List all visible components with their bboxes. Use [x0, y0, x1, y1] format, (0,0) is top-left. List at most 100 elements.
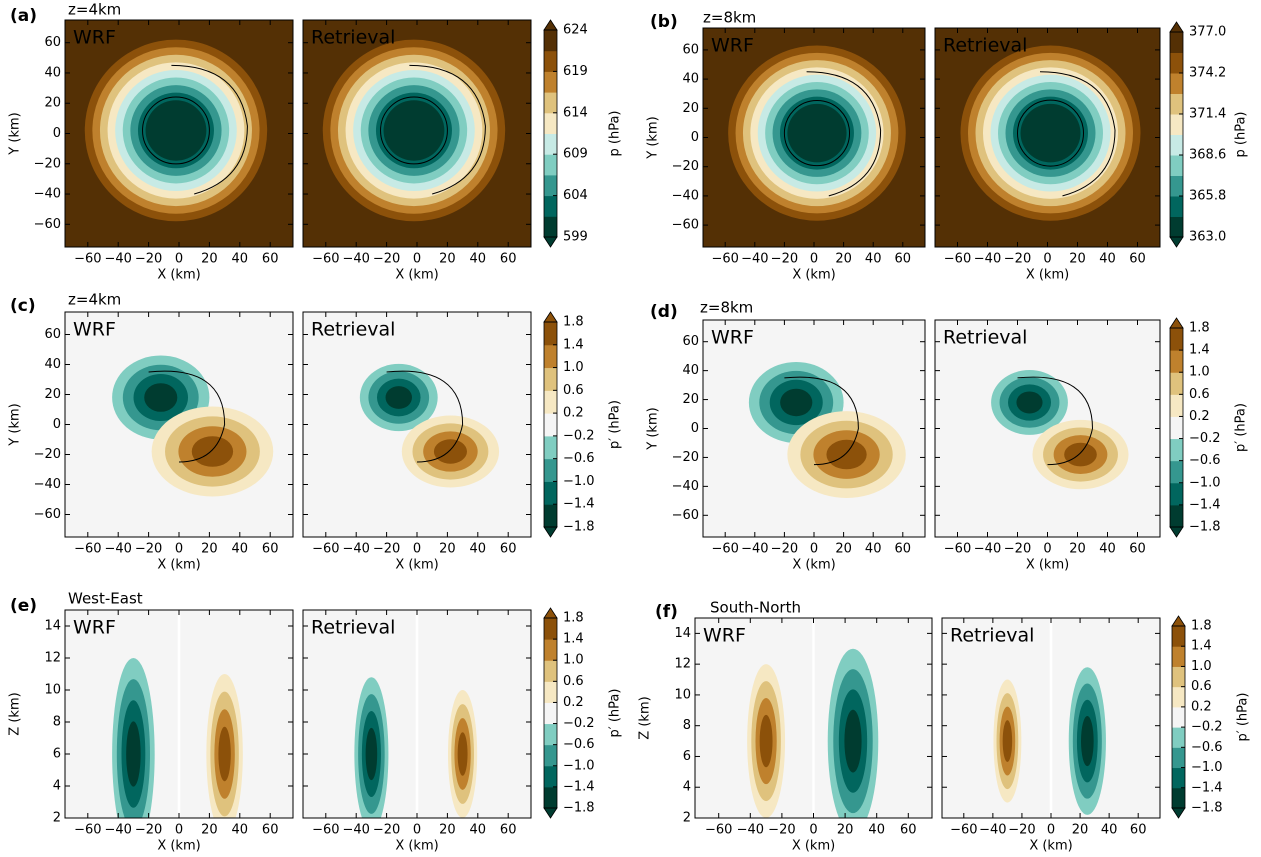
y-axis-label: Y (km): [646, 407, 661, 450]
colorbar-band: [544, 504, 557, 528]
colorbar-tick-label: 0.6: [563, 674, 584, 689]
x-axis-label: X (km): [157, 558, 200, 573]
field: [703, 320, 925, 537]
y-tick-label: 0: [53, 417, 61, 432]
colorbar-tick-label: 1.4: [1191, 639, 1212, 654]
y-tick-label: −20: [672, 450, 699, 465]
x-tick-label: −40: [741, 252, 768, 267]
field: [65, 610, 293, 818]
colorbar-band: [1170, 93, 1183, 115]
x-tick-label: 20: [201, 823, 218, 838]
y-tick-label: −20: [34, 447, 61, 462]
x-tick-label: 60: [500, 823, 517, 838]
colorbar-band: [1170, 32, 1183, 53]
y-axis-label: Y (km): [8, 112, 23, 155]
colorbar-tick-label: 1.8: [1189, 321, 1210, 336]
y-axis-label: Y (km): [646, 116, 661, 159]
colorbar-tick-label: 1.4: [563, 337, 584, 352]
colorbar-tick-label: −1.0: [1191, 760, 1223, 775]
contour-line: [1017, 376, 1094, 466]
colorbar-band: [1170, 196, 1183, 217]
contour-line: [1039, 71, 1116, 197]
field: [935, 28, 1160, 247]
colorbar-tick-label: −0.6: [563, 451, 595, 466]
colorbar-band: [1170, 216, 1183, 238]
y-tick-label: 0: [53, 126, 61, 141]
x-tick-label: −60: [312, 542, 339, 557]
x-tick-label: 20: [837, 823, 854, 838]
colorbar-band: [1172, 646, 1185, 667]
colorbar-band: [544, 112, 557, 134]
x-tick-label: −60: [74, 542, 101, 557]
colorbar-band: [544, 413, 557, 437]
colorbar-tick-label: 1.0: [1189, 365, 1210, 380]
subplot-title: Retrieval: [311, 617, 395, 639]
field: [303, 20, 531, 247]
subplot-title: Retrieval: [943, 327, 1027, 349]
y-tick-label: 40: [44, 65, 61, 80]
colorbar-tick-label: 1.4: [1189, 343, 1210, 358]
y-tick-label: −20: [672, 159, 699, 174]
subplot-title: WRF: [711, 35, 754, 57]
field: [303, 312, 531, 537]
colorbar-label: p′ (hPa): [1236, 693, 1251, 742]
colorbar-label: p′ (hPa): [608, 689, 623, 738]
x-tick-label: −60: [944, 252, 971, 267]
colorbar-tick-label: 609: [563, 147, 588, 162]
field-level: [759, 714, 773, 768]
colorbar-band: [544, 133, 557, 155]
field-level: [457, 732, 468, 776]
x-axis-label: X (km): [395, 839, 438, 854]
colorbar-extend: [1169, 21, 1184, 33]
colorbar-tick-label: −1.0: [563, 758, 595, 773]
subplot-title: WRF: [73, 319, 116, 341]
subplot-title: WRF: [73, 27, 116, 49]
contour-line: [1017, 99, 1084, 167]
field: [935, 320, 1160, 537]
field-level: [191, 436, 234, 467]
field-level: [145, 100, 207, 161]
field-level: [218, 726, 231, 782]
field-level: [787, 103, 847, 163]
x-tick-label: −60: [312, 252, 339, 267]
colorbar-tick-label: 371.4: [1189, 107, 1226, 122]
colorbar-extend: [1169, 317, 1184, 329]
x-tick-label: 40: [232, 252, 249, 267]
panel-label: (d): [650, 302, 678, 322]
field-level: [1064, 442, 1097, 467]
x-tick-label: 0: [1043, 542, 1051, 557]
x-tick-label: 0: [175, 252, 183, 267]
x-tick-label: 40: [1099, 252, 1116, 267]
x-tick-label: 0: [175, 542, 183, 557]
x-tick-label: −40: [104, 823, 131, 838]
y-tick-label: −40: [34, 187, 61, 202]
contour-line: [380, 96, 448, 165]
y-tick-label: 10: [44, 683, 61, 698]
x-axis-label: X (km): [1029, 839, 1072, 854]
colorbar-extend: [543, 807, 558, 819]
x-tick-label: 40: [470, 252, 487, 267]
x-tick-label: 60: [895, 252, 912, 267]
panel-subtitle: z=8km: [700, 299, 753, 317]
colorbar-extend: [543, 526, 558, 538]
x-tick-label: 60: [262, 823, 279, 838]
x-axis-label: X (km): [157, 839, 200, 854]
colorbar-band: [1172, 666, 1185, 688]
x-axis-label: X (km): [792, 839, 835, 854]
colorbar-band: [544, 723, 557, 746]
y-tick-label: −40: [672, 479, 699, 494]
colorbar-band: [544, 458, 557, 482]
x-tick-label: −60: [705, 823, 732, 838]
x-tick-label: 20: [835, 252, 852, 267]
y-tick-label: 60: [44, 35, 61, 50]
contour-line: [148, 370, 226, 463]
y-tick-label: −40: [34, 477, 61, 492]
colorbar-tick-label: −1.8: [563, 801, 595, 816]
colorbar-band: [544, 390, 557, 414]
x-tick-label: 40: [1099, 542, 1116, 557]
y-tick-label: 14: [674, 626, 691, 641]
colorbar-band: [544, 765, 557, 788]
x-tick-label: 0: [1043, 252, 1051, 267]
field: [65, 20, 293, 247]
x-tick-label: −40: [974, 542, 1001, 557]
